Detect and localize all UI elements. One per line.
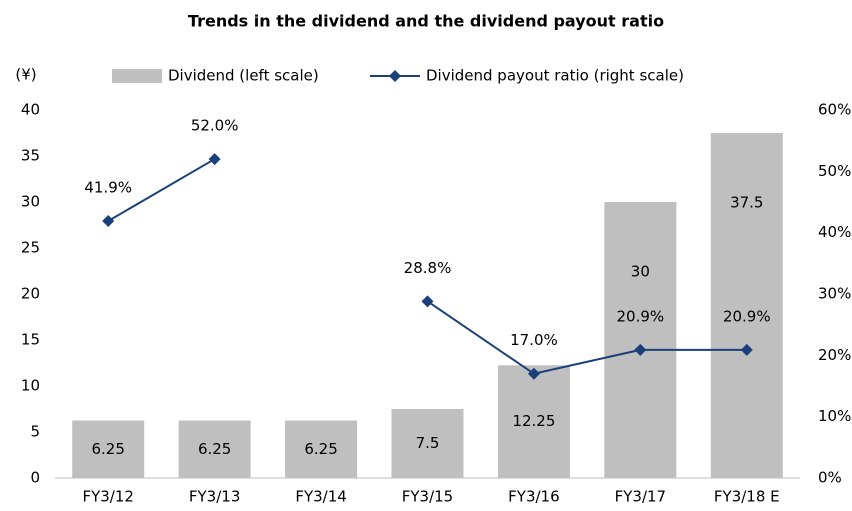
bar xyxy=(178,420,251,478)
y-tick-label: 40 xyxy=(21,101,40,119)
chart-title: Trends in the dividend and the dividend … xyxy=(188,12,664,31)
y-tick-label: 30 xyxy=(21,193,40,211)
legend-label: Dividend (left scale) xyxy=(168,67,319,85)
y2-tick-label: 20% xyxy=(818,346,851,364)
y2-tick-label: 30% xyxy=(818,285,851,303)
x-tick-label: FY3/13 xyxy=(189,488,240,506)
data-label: 37.5 xyxy=(730,194,763,212)
y2-tick-label: 60% xyxy=(818,101,851,119)
data-label: 20.9% xyxy=(617,307,665,325)
x-tick-label: FY3/17 xyxy=(615,488,666,506)
x-tick-label: FY3/18 E xyxy=(714,488,780,506)
line xyxy=(107,158,747,375)
data-label: 6.25 xyxy=(304,440,337,458)
y-tick-label: 5 xyxy=(30,423,40,441)
bar xyxy=(497,365,570,478)
y2-tick-label: 50% xyxy=(818,162,851,180)
y-tick-label: 0 xyxy=(30,469,40,487)
marker xyxy=(527,367,540,380)
data-label: 17.0% xyxy=(510,331,558,349)
bar xyxy=(72,420,145,478)
y-tick-label: 15 xyxy=(21,331,40,349)
marker xyxy=(740,343,753,356)
y-tick-label: 35 xyxy=(21,147,40,165)
data-label: 12.25 xyxy=(512,412,555,430)
y2-tick-label: 0% xyxy=(818,469,842,487)
data-label: 6.25 xyxy=(198,440,231,458)
bar xyxy=(710,133,783,478)
x-tick-label: FY3/12 xyxy=(82,488,133,506)
data-label: 41.9% xyxy=(84,179,132,197)
bar xyxy=(285,420,358,478)
y-tick-label: 20 xyxy=(21,285,40,303)
data-label: 6.25 xyxy=(92,440,125,458)
legend-swatch xyxy=(112,69,162,83)
legend-label: Dividend payout ratio (right scale) xyxy=(426,67,684,85)
data-label: 20.9% xyxy=(723,307,771,325)
x-tick-label: FY3/16 xyxy=(508,488,559,506)
marker xyxy=(102,215,115,228)
y2-tick-label: 10% xyxy=(818,407,851,425)
bar xyxy=(604,202,677,478)
data-label: 28.8% xyxy=(404,259,452,277)
y2-tick-label: 40% xyxy=(818,223,851,241)
y-axis-label: (¥) xyxy=(15,66,36,84)
data-label: 7.5 xyxy=(416,434,440,452)
x-tick-label: FY3/14 xyxy=(295,488,346,506)
y-tick-label: 25 xyxy=(21,239,40,257)
marker xyxy=(208,153,221,166)
bar xyxy=(391,409,464,478)
y-tick-label: 10 xyxy=(21,377,40,395)
marker xyxy=(421,295,434,308)
x-tick-label: FY3/15 xyxy=(402,488,453,506)
data-label: 30 xyxy=(631,263,650,281)
marker xyxy=(634,343,647,356)
legend-marker xyxy=(389,70,401,82)
data-label: 52.0% xyxy=(191,117,239,135)
